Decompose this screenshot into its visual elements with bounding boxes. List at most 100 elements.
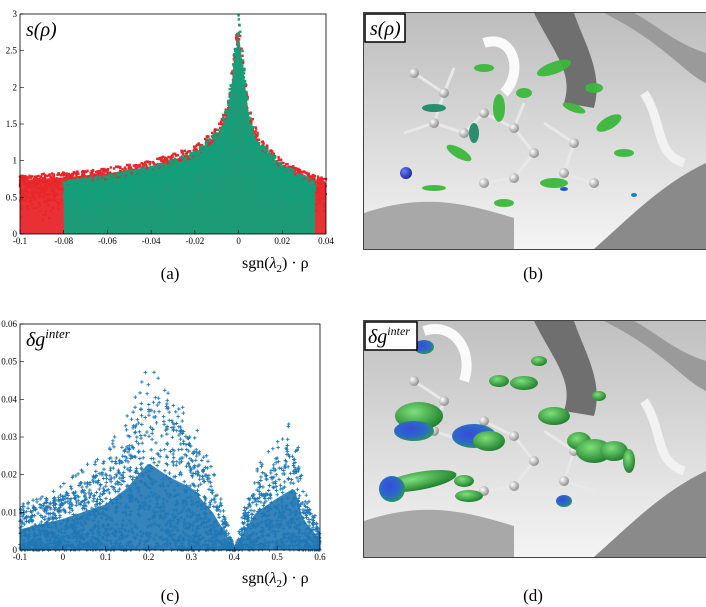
data-point bbox=[262, 501, 267, 505]
data-point bbox=[185, 152, 189, 155]
data-point bbox=[72, 178, 75, 182]
data-point bbox=[237, 14, 240, 17]
data-point bbox=[29, 176, 33, 179]
data-point bbox=[226, 109, 229, 113]
data-point bbox=[83, 497, 88, 502]
data-point bbox=[285, 163, 288, 166]
data-point bbox=[117, 459, 122, 463]
data-point bbox=[194, 454, 199, 458]
data-point bbox=[307, 508, 312, 512]
data-point bbox=[193, 147, 196, 150]
data-point bbox=[222, 114, 225, 117]
data-point bbox=[137, 429, 142, 434]
data-point bbox=[71, 175, 74, 178]
data-point bbox=[98, 175, 102, 178]
data-point bbox=[201, 479, 206, 484]
data-point bbox=[308, 175, 311, 179]
data-point bbox=[68, 484, 73, 489]
data-point bbox=[286, 162, 289, 166]
data-point bbox=[160, 159, 163, 162]
data-point bbox=[282, 164, 285, 168]
data-point bbox=[297, 174, 300, 177]
data-point bbox=[180, 405, 185, 410]
molecular-render-b bbox=[364, 13, 706, 249]
data-point bbox=[200, 147, 203, 151]
data-point bbox=[143, 168, 147, 172]
data-point bbox=[115, 479, 120, 484]
data-point bbox=[197, 142, 200, 145]
data-point bbox=[96, 172, 100, 175]
data-point bbox=[264, 150, 267, 153]
data-point bbox=[51, 489, 56, 494]
data-point bbox=[56, 173, 59, 177]
data-point bbox=[169, 157, 172, 161]
data-point bbox=[81, 169, 85, 173]
data-point bbox=[259, 464, 264, 469]
data-point bbox=[145, 165, 148, 168]
data-point bbox=[290, 171, 293, 174]
data-point bbox=[207, 487, 211, 492]
data-point bbox=[307, 181, 310, 184]
x-tick-label: 0 bbox=[236, 236, 241, 246]
data-point bbox=[123, 458, 128, 463]
data-point bbox=[40, 173, 44, 176]
data-point bbox=[237, 32, 240, 36]
data-point bbox=[205, 138, 209, 141]
data-point bbox=[302, 176, 305, 179]
data-point bbox=[127, 172, 131, 175]
data-point bbox=[257, 489, 261, 494]
data-point bbox=[219, 128, 222, 131]
data-point bbox=[227, 103, 230, 106]
data-point bbox=[177, 161, 181, 165]
data-point bbox=[240, 516, 244, 520]
x-tick-label: -0.04 bbox=[142, 236, 161, 246]
y-tick-label: 3 bbox=[13, 9, 18, 19]
data-point bbox=[319, 177, 323, 180]
data-point bbox=[188, 470, 193, 474]
data-point bbox=[233, 55, 236, 59]
data-point bbox=[118, 169, 122, 173]
data-point bbox=[96, 480, 100, 485]
data-point bbox=[63, 183, 66, 186]
data-point bbox=[134, 171, 137, 174]
data-point bbox=[132, 170, 136, 173]
data-point bbox=[229, 84, 232, 87]
data-point bbox=[117, 487, 122, 491]
data-point bbox=[287, 167, 290, 171]
data-point bbox=[237, 38, 241, 41]
data-point bbox=[101, 486, 106, 490]
data-point bbox=[224, 113, 227, 117]
data-point bbox=[305, 176, 309, 179]
data-point bbox=[256, 134, 259, 138]
data-point bbox=[157, 460, 161, 464]
data-point bbox=[219, 122, 223, 126]
data-point bbox=[134, 423, 139, 427]
data-point bbox=[112, 487, 116, 492]
data-point bbox=[72, 180, 75, 184]
data-point bbox=[128, 169, 132, 173]
data-point bbox=[46, 505, 51, 509]
x-tick-label: 0.02 bbox=[274, 236, 290, 246]
data-point bbox=[61, 173, 64, 177]
data-point bbox=[173, 162, 176, 166]
data-point bbox=[162, 447, 167, 452]
data-point bbox=[243, 83, 247, 86]
data-point bbox=[241, 62, 244, 65]
data-point bbox=[269, 149, 272, 153]
panel-a: -0.1 -0.08 -0.06 -0.04 -0.02 0 0.02 0.04 0 0.5 1 1.… bbox=[0, 0, 340, 290]
data-point bbox=[258, 145, 262, 148]
data-point bbox=[171, 161, 174, 165]
data-point bbox=[181, 152, 185, 156]
data-point bbox=[65, 172, 68, 175]
data-point bbox=[205, 135, 209, 138]
data-point bbox=[261, 485, 265, 489]
data-point bbox=[77, 181, 81, 185]
data-point bbox=[160, 163, 164, 167]
data-point bbox=[89, 176, 92, 179]
data-point bbox=[67, 179, 70, 183]
data-point bbox=[278, 483, 283, 488]
data-point bbox=[263, 147, 267, 150]
data-point bbox=[106, 167, 110, 171]
data-point bbox=[77, 172, 80, 176]
data-point bbox=[273, 479, 278, 484]
